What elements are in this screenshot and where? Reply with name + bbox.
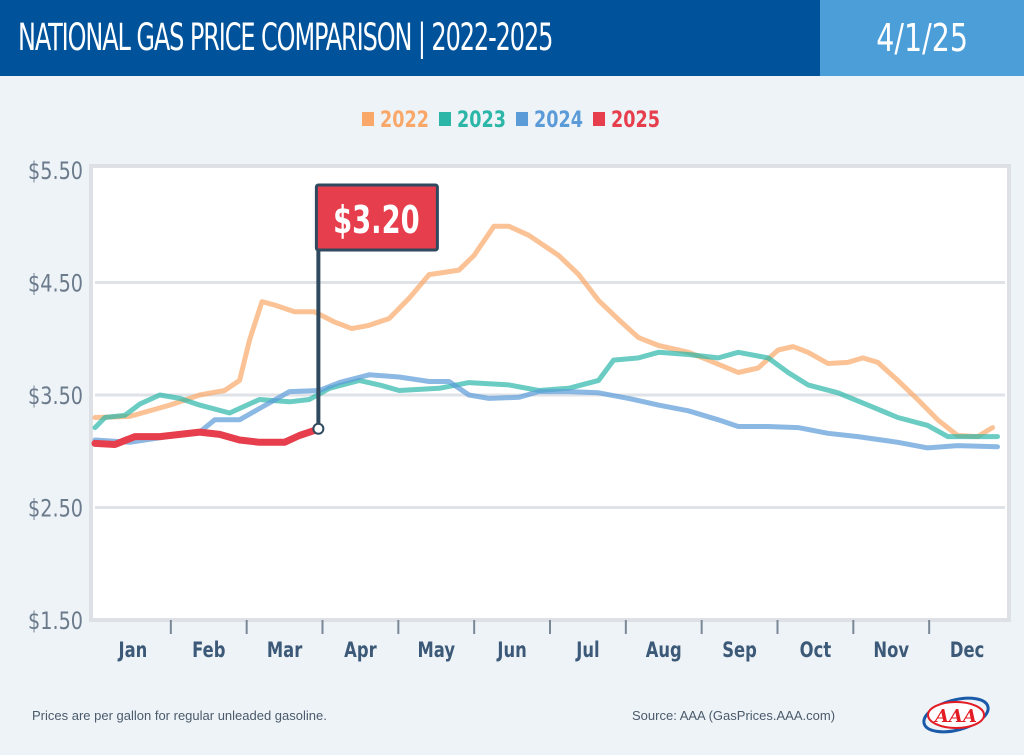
- series-line-2024: [92, 372, 1000, 451]
- x-tick-label: Aug: [646, 639, 682, 662]
- y-tick-label: $5.50: [28, 158, 83, 186]
- aaa-logo: AAA: [922, 696, 990, 734]
- x-tick-label: Dec: [950, 639, 984, 662]
- legend-item-2022: 2022: [361, 108, 431, 133]
- legend-item-2025: 2025: [593, 108, 662, 133]
- callout-point: [312, 422, 325, 435]
- svg-text:AAA: AAA: [933, 706, 977, 727]
- legend: 2022 2023 2024 2025: [0, 108, 1024, 133]
- legend-label: 2025: [611, 108, 661, 133]
- x-tick-label: May: [417, 639, 455, 662]
- legend-swatch: [438, 112, 451, 126]
- x-tick-label: Apr: [344, 639, 377, 662]
- footer-note: Prices are per gallon for regular unlead…: [32, 708, 327, 723]
- footer-source: Source: AAA (GasPrices.AAA.com): [632, 708, 836, 723]
- x-tick-label: Sep: [722, 639, 757, 662]
- y-tick-label: $1.50: [28, 608, 83, 636]
- line-chart: $5.50 $4.50 $3.50 $2.50 $1.50 Jan Feb Mar Apr May…: [28, 158, 1011, 663]
- legend-label: 2023: [456, 108, 506, 133]
- legend-swatch: [361, 112, 374, 126]
- series-line-2022: [92, 223, 995, 440]
- y-tick-label: $4.50: [28, 271, 83, 299]
- date-badge: 4/1/25: [820, 0, 1024, 76]
- x-tick-label: Oct: [800, 639, 831, 662]
- legend-swatch: [516, 112, 528, 126]
- callout-value: $3.20: [333, 197, 420, 242]
- x-tick-label: Mar: [267, 639, 303, 662]
- x-tick-label: Jul: [574, 639, 599, 662]
- legend-swatch: [593, 112, 606, 126]
- y-tick-label: $2.50: [28, 496, 83, 524]
- x-tick-label: Feb: [192, 639, 225, 662]
- chart-title: NATIONAL GAS PRICE COMPARISON | 2022-202…: [0, 0, 820, 76]
- legend-item-2023: 2023: [438, 108, 508, 133]
- legend-label: 2022: [379, 108, 429, 133]
- y-tick-label: $3.50: [28, 383, 83, 411]
- x-tick-label: Nov: [873, 639, 909, 662]
- series-line-2025: [91, 425, 323, 448]
- x-tick-label: Jan: [117, 639, 148, 662]
- callout-flag: [314, 183, 439, 252]
- legend-item-2024: 2024: [516, 108, 585, 133]
- x-tick-label: Jun: [496, 639, 527, 662]
- legend-label: 2024: [534, 108, 583, 133]
